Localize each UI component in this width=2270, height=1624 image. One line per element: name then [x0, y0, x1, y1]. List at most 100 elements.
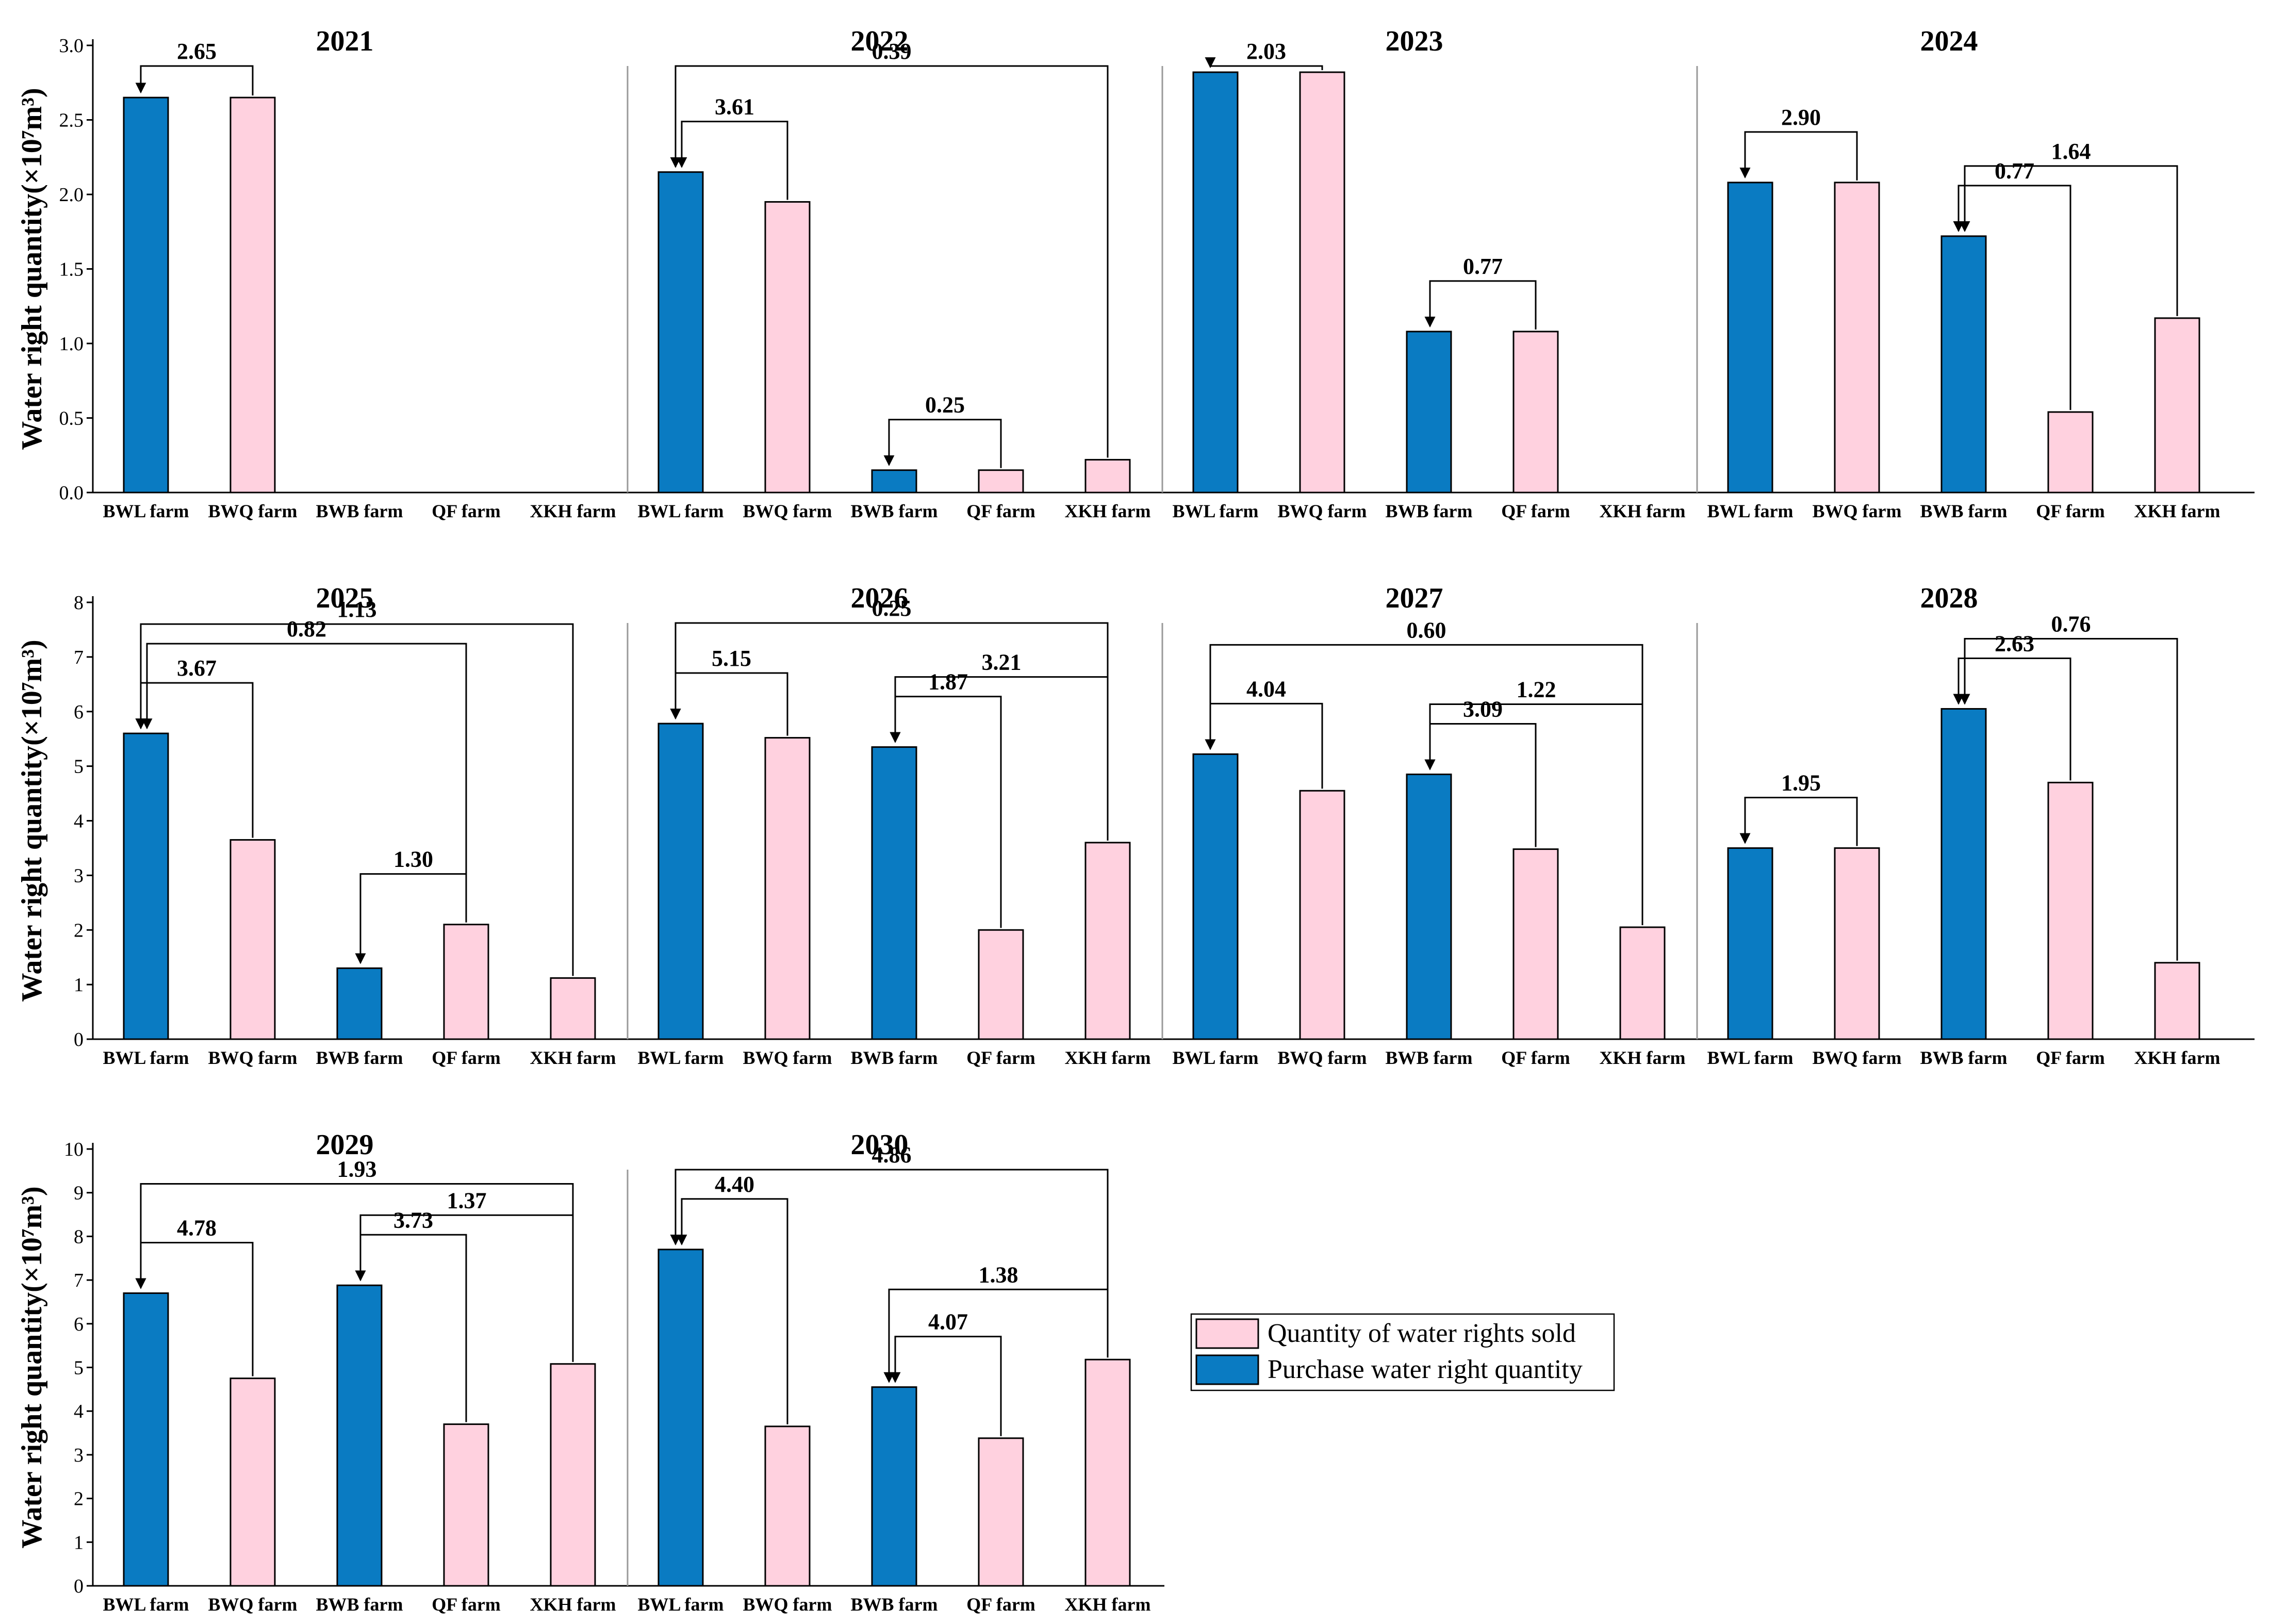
y-tick-label: 1 — [74, 1532, 84, 1553]
x-tick-label: XKH farm — [1600, 1047, 1686, 1068]
legend: Quantity of water rights sold Purchase w… — [1190, 1313, 1615, 1391]
annotation-bracket — [890, 1336, 1002, 1436]
annotation-label: 2.90 — [1781, 105, 1821, 130]
bar-2028-xkh-farm-sold — [2154, 962, 2200, 1040]
annotation-label: 1.93 — [337, 1157, 377, 1182]
annotation-bracket — [676, 121, 788, 200]
annotation-label: 2.03 — [1246, 39, 1286, 64]
bar-2027-bwq-farm-sold — [1299, 790, 1345, 1040]
x-tick-label: BWQ farm — [1813, 501, 1902, 521]
x-tick-label: BWQ farm — [1278, 501, 1367, 521]
annotation-bracket — [1424, 723, 1537, 847]
annotation-label: 2.65 — [177, 39, 217, 64]
x-tick-label: QF farm — [2036, 501, 2105, 521]
y-tick-label: 1.5 — [59, 259, 84, 281]
annotation-bracket — [355, 1234, 467, 1422]
year-title: 2023 — [1386, 25, 1443, 57]
x-tick-label: XKH farm — [1600, 501, 1686, 521]
annotation-label: 3.21 — [982, 650, 1022, 675]
bar-2028-bwq-farm-sold — [1834, 847, 1880, 1040]
x-tick-label: BWQ farm — [208, 1047, 298, 1068]
year-title: 2030 — [851, 1129, 909, 1161]
annotation-bracket — [1424, 280, 1537, 330]
legend-label-sold: Quantity of water rights sold — [1268, 1319, 1576, 1348]
y-tick-label: 2 — [74, 1488, 84, 1510]
y-tick-label: 8 — [74, 592, 84, 614]
bar-2030-xkh-farm-sold — [1084, 1358, 1131, 1587]
x-tick-label: BWB farm — [1920, 1047, 2008, 1068]
y-tick-label: 4 — [74, 811, 84, 832]
x-tick-label: QF farm — [966, 1047, 1035, 1068]
year-title: 2026 — [851, 582, 909, 614]
bar-2021-bwq-farm-sold — [229, 96, 276, 494]
annotation-bracket — [670, 672, 788, 736]
annotation-label: 4.86 — [872, 1142, 912, 1168]
annotation-label: 0.25 — [925, 392, 965, 418]
bar-2028-bwl-farm-purchase — [1727, 847, 1773, 1040]
x-tick-label: XKH farm — [1065, 1594, 1151, 1615]
bar-2022-qf-farm-sold — [978, 469, 1024, 494]
x-tick-label: XKH farm — [530, 1047, 616, 1068]
bar-2026-bwq-farm-sold — [764, 737, 811, 1040]
annotation-bracket — [670, 1169, 1109, 1358]
y-tick-label: 5 — [74, 756, 84, 778]
bar-2028-qf-farm-sold — [2047, 781, 2094, 1040]
bar-2023-bwq-farm-sold — [1299, 71, 1345, 494]
y-axis-label: Water right quantity(×10⁷m³) — [16, 1186, 48, 1548]
annotation-label: 1.64 — [2051, 139, 2091, 164]
bar-2027-qf-farm-sold — [1512, 848, 1559, 1040]
panel-2027: 2027 BWL farm BWQ farm BWB farm QF farm XKH f… — [1161, 582, 1686, 1068]
x-tick-label: QF farm — [432, 501, 501, 521]
x-tick-label: BWB farm — [316, 1047, 403, 1068]
bar-2025-bwb-farm-purchase — [336, 967, 383, 1040]
annotation-bracket — [135, 682, 254, 838]
x-tick-label: BWQ farm — [743, 1594, 832, 1615]
x-tick-label: BWQ farm — [743, 501, 832, 521]
x-tick-label: BWB farm — [851, 501, 938, 521]
bar-2030-bwl-farm-purchase — [657, 1249, 704, 1587]
x-tick-label: BWL farm — [1173, 1047, 1259, 1068]
annotation-label: 0.77 — [1463, 254, 1503, 279]
year-title: 2024 — [1920, 25, 1978, 57]
year-title: 2025 — [316, 582, 374, 614]
x-tick-label: BWQ farm — [1278, 1047, 1367, 1068]
annotation-bracket — [1739, 131, 1858, 181]
x-tick-label: QF farm — [1501, 1047, 1570, 1068]
legend-swatch-purchase — [1195, 1354, 1259, 1385]
annotation-label: 1.95 — [1781, 770, 1821, 795]
y-tick-label: 10 — [64, 1139, 84, 1160]
annotation-bracket — [141, 643, 467, 923]
annotation-bracket — [676, 1198, 788, 1424]
legend-frame — [1190, 1313, 1615, 1391]
bar-2025-bwl-farm-purchase — [123, 732, 169, 1040]
bar-2023-qf-farm-sold — [1512, 331, 1559, 494]
bar-2029-bwl-farm-purchase — [123, 1292, 169, 1587]
annotation-label: 3.67 — [177, 655, 217, 681]
bar-2024-bwl-farm-purchase — [1727, 182, 1773, 494]
annotation-label: 4.40 — [715, 1172, 754, 1197]
x-tick-label: QF farm — [966, 1594, 1035, 1615]
bar-2026-bwb-farm-purchase — [871, 746, 917, 1040]
y-tick-label: 2.5 — [59, 110, 84, 132]
x-tick-label: BWQ farm — [1813, 1047, 1902, 1068]
x-tick-label: QF farm — [432, 1594, 501, 1615]
bar-2029-bwq-farm-sold — [229, 1377, 276, 1587]
bar-2021-bwl-farm-purchase — [123, 96, 169, 494]
y-tick-label: 2 — [74, 920, 84, 941]
x-tick-label: XKH farm — [2134, 1047, 2220, 1068]
bar-2026-xkh-farm-sold — [1084, 842, 1131, 1040]
panel-2028: 2028 BWL farm BWQ farm BWB farm QF farm XKH f… — [1696, 582, 2220, 1068]
x-tick-label: XKH farm — [530, 501, 616, 521]
y-tick-label: 6 — [74, 1314, 84, 1335]
annotation-label: 0.76 — [2051, 611, 2091, 636]
annotation-label: 3.73 — [393, 1207, 433, 1233]
chart-row-1: 0.0 0.5 1.0 1.5 2.0 2.5 3.0 Water right quantit… — [16, 25, 2255, 521]
y-tick-label: 0 — [74, 1029, 84, 1051]
x-tick-label: BWL farm — [103, 1594, 189, 1615]
y-axis-label: Water right quantity(×10⁷m³) — [16, 88, 48, 450]
x-tick-label: XKH farm — [1065, 501, 1151, 521]
annotation-label: 3.09 — [1463, 697, 1503, 722]
x-tick-label: BWL farm — [638, 501, 724, 521]
bar-2027-bwl-farm-purchase — [1192, 753, 1239, 1040]
